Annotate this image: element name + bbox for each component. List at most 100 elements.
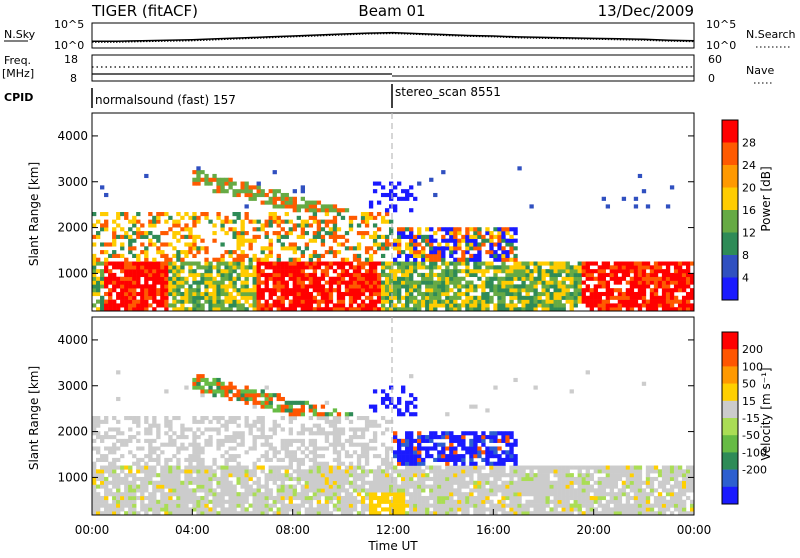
heatmap-cell bbox=[261, 281, 265, 285]
heatmap-cell bbox=[168, 288, 172, 292]
heatmap-cell bbox=[505, 292, 509, 296]
heatmap-cell bbox=[393, 504, 397, 508]
heatmap-cell bbox=[586, 273, 590, 277]
heatmap-cell bbox=[618, 296, 622, 300]
heatmap-cell bbox=[152, 469, 156, 473]
heatmap-cell bbox=[578, 473, 582, 477]
heatmap-cell bbox=[618, 277, 622, 281]
heatmap-cell bbox=[200, 273, 204, 277]
heatmap-cell bbox=[630, 477, 634, 481]
heatmap-cell bbox=[529, 284, 533, 288]
heatmap-cell bbox=[501, 469, 505, 473]
heatmap-cell bbox=[116, 446, 120, 450]
heatmap-cell bbox=[377, 500, 381, 504]
heatmap-cell bbox=[305, 300, 309, 304]
heatmap-cell bbox=[180, 277, 184, 281]
heatmap-cell bbox=[385, 507, 389, 511]
heatmap-cell bbox=[618, 265, 622, 269]
heatmap-cell bbox=[389, 269, 393, 273]
heatmap-cell bbox=[224, 284, 228, 288]
heatmap-cell bbox=[353, 281, 357, 285]
heatmap-cell bbox=[96, 500, 100, 504]
heatmap-cell bbox=[401, 485, 405, 489]
heatmap-cell bbox=[626, 473, 630, 477]
heatmap-cell bbox=[457, 269, 461, 273]
heatmap-cell bbox=[682, 488, 686, 492]
heatmap-cell bbox=[630, 265, 634, 269]
heatmap-cell bbox=[405, 227, 409, 231]
heatmap-cell bbox=[265, 504, 269, 508]
heatmap-cell bbox=[662, 292, 666, 296]
heatmap-cell bbox=[409, 481, 413, 485]
heatmap-cell bbox=[349, 507, 353, 511]
heatmap-cell bbox=[586, 481, 590, 485]
heatmap-cell bbox=[124, 258, 128, 262]
heatmap-cell bbox=[208, 507, 212, 511]
heatmap-cell bbox=[269, 273, 273, 277]
heatmap-cell bbox=[377, 292, 381, 296]
heatmap-cell bbox=[537, 281, 541, 285]
heatmap-cell bbox=[96, 258, 100, 262]
heatmap-cell bbox=[365, 281, 369, 285]
heatmap-cell bbox=[461, 500, 465, 504]
heatmap-cell bbox=[509, 239, 513, 243]
heatmap-cell bbox=[357, 500, 361, 504]
heatmap-cell bbox=[461, 492, 465, 496]
heatmap-cell bbox=[453, 450, 457, 454]
heatmap-cell bbox=[562, 496, 566, 500]
heatmap-cell bbox=[104, 223, 108, 227]
heatmap-cell bbox=[277, 300, 281, 304]
heatmap-cell bbox=[317, 235, 321, 239]
heatmap-cell bbox=[156, 212, 160, 216]
heatmap-cell bbox=[172, 454, 176, 458]
heatmap-cell bbox=[425, 500, 429, 504]
heatmap-cell bbox=[654, 262, 658, 266]
heatmap-cell bbox=[281, 246, 285, 250]
heatmap-cell bbox=[337, 284, 341, 288]
heatmap-cell bbox=[180, 492, 184, 496]
heatmap-cell bbox=[132, 473, 136, 477]
heatmap-cell bbox=[112, 469, 116, 473]
heatmap-cell bbox=[253, 401, 257, 405]
heatmap-cell bbox=[429, 265, 433, 269]
heatmap-cell bbox=[249, 492, 253, 496]
heatmap-cell bbox=[245, 292, 249, 296]
heatmap-cell bbox=[429, 242, 433, 246]
heatmap-cell bbox=[92, 288, 96, 292]
heatmap-cell bbox=[317, 504, 321, 508]
heatmap-cell bbox=[301, 250, 305, 254]
heatmap-cell bbox=[333, 424, 337, 428]
heatmap-cell bbox=[634, 466, 638, 470]
heatmap-cell bbox=[128, 500, 132, 504]
heatmap-cell bbox=[120, 466, 124, 470]
heatmap-cell bbox=[353, 469, 357, 473]
heatmap-cell bbox=[594, 496, 598, 500]
heatmap-cell bbox=[405, 288, 409, 292]
heatmap-cell bbox=[638, 504, 642, 508]
heatmap-cell bbox=[257, 393, 261, 397]
heatmap-cell bbox=[558, 488, 562, 492]
heatmap-cell bbox=[417, 507, 421, 511]
heatmap-cell bbox=[144, 431, 148, 435]
heatmap-cell bbox=[413, 239, 417, 243]
heatmap-cell bbox=[136, 420, 140, 424]
heatmap-cell bbox=[630, 292, 634, 296]
heatmap-cell bbox=[309, 277, 313, 281]
heatmap-cell bbox=[666, 481, 670, 485]
heatmap-cell bbox=[112, 504, 116, 508]
heatmap-cell bbox=[638, 296, 642, 300]
heatmap-cell bbox=[381, 262, 385, 266]
heatmap-cell bbox=[220, 477, 224, 481]
heatmap-cell bbox=[554, 504, 558, 508]
heatmap-cell bbox=[128, 242, 132, 246]
heatmap-cell bbox=[184, 254, 188, 258]
heatmap-cell bbox=[546, 288, 550, 292]
heatmap-cell bbox=[132, 492, 136, 496]
heatmap-cell bbox=[521, 473, 525, 477]
heatmap-cell bbox=[216, 485, 220, 489]
heatmap-cell bbox=[417, 435, 421, 439]
heatmap-cell bbox=[261, 496, 265, 500]
heatmap-cell bbox=[144, 420, 148, 424]
heatmap-cell bbox=[164, 269, 168, 273]
